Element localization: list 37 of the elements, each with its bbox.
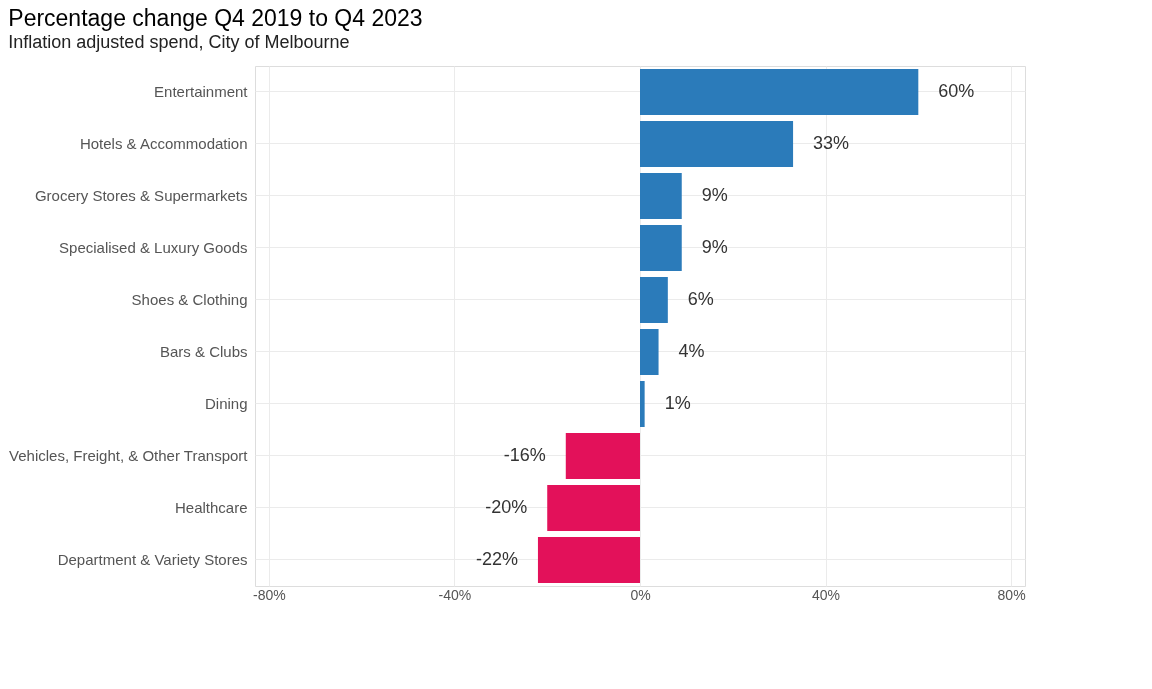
bar: [565, 433, 640, 479]
data-label: 4%: [678, 341, 705, 361]
bar: [547, 485, 640, 531]
bar: [640, 173, 682, 219]
data-label: 9%: [701, 237, 728, 257]
bar: [640, 225, 682, 271]
data-label: -20%: [485, 497, 528, 517]
x-tick-label: 40%: [812, 586, 841, 603]
data-label: 60%: [938, 81, 975, 101]
x-tick-label: 0%: [630, 586, 651, 603]
data-label: -16%: [503, 445, 546, 465]
y-tick-label: Healthcare: [174, 499, 248, 516]
data-label: 9%: [701, 185, 728, 205]
data-label: -22%: [475, 549, 518, 569]
y-tick-label: Grocery Stores & Supermarkets: [34, 187, 248, 204]
x-tick-label: -40%: [438, 586, 472, 603]
y-tick-label: Specialised & Luxury Goods: [59, 239, 248, 256]
data-label: 33%: [813, 133, 850, 153]
bar: [640, 329, 659, 375]
data-label: 6%: [687, 289, 714, 309]
chart-title: Percentage change Q4 2019 to Q4 2023: [8, 5, 423, 31]
y-tick-label: Dining: [204, 395, 248, 412]
y-tick-label: Department & Variety Stores: [57, 551, 248, 568]
x-tick-label: -80%: [253, 586, 286, 603]
bar: [537, 537, 640, 583]
bar: [640, 69, 919, 115]
bar: [640, 381, 645, 427]
y-tick-label: Entertainment: [154, 83, 249, 100]
bar: [640, 277, 668, 323]
chart-subtitle: Inflation adjusted spend, City of Melbourne: [8, 32, 350, 52]
y-tick-label: Shoes & Clothing: [131, 291, 248, 308]
bar: [640, 121, 794, 167]
y-tick-label: Bars & Clubs: [159, 343, 248, 360]
data-label: 1%: [664, 393, 691, 413]
y-tick-label: Vehicles, Freight, & Other Transport: [9, 447, 249, 464]
y-tick-label: Hotels & Accommodation: [79, 135, 248, 152]
x-tick-label: 80%: [997, 586, 1026, 603]
